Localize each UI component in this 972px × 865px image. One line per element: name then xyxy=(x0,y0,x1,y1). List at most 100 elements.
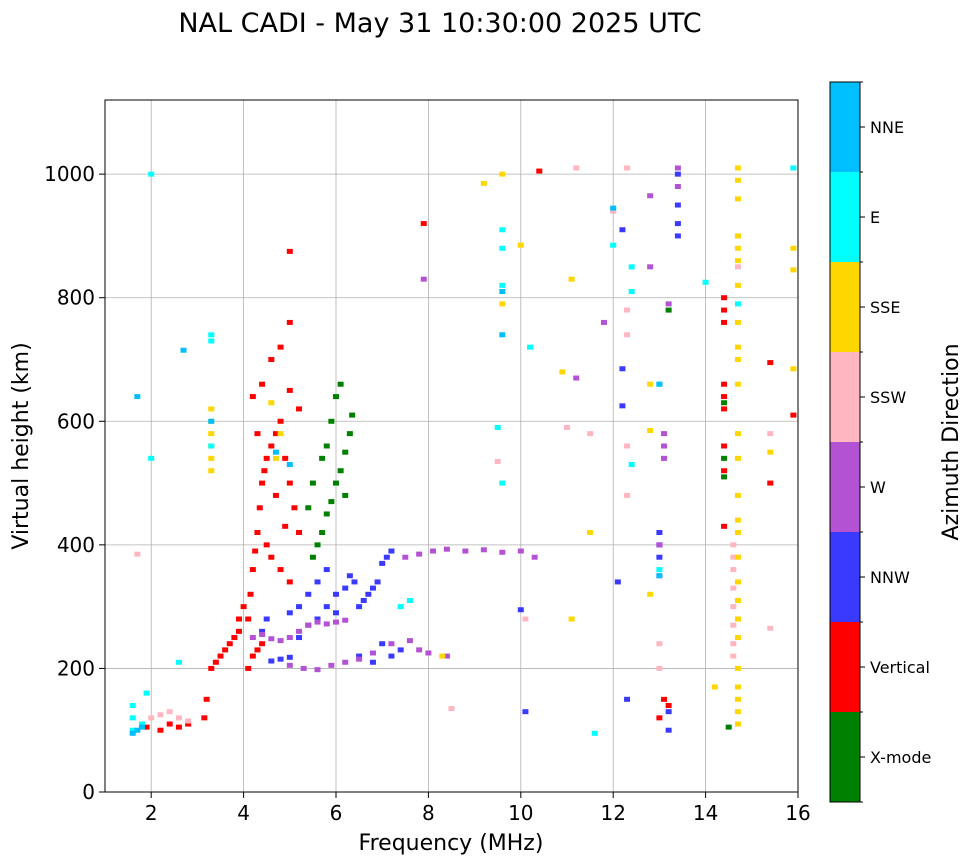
data-point-sse xyxy=(517,242,524,248)
data-point-nnw xyxy=(286,654,293,660)
x-tick-label: 2 xyxy=(145,801,158,825)
data-point-sse xyxy=(499,301,506,307)
data-point-nne xyxy=(208,418,215,424)
data-point-w xyxy=(406,638,413,644)
colorbar-segment xyxy=(830,442,860,532)
data-point-w xyxy=(600,319,607,325)
data-point-sse xyxy=(647,428,654,434)
y-tick-label: 600 xyxy=(57,409,95,433)
data-point-nnw xyxy=(383,554,390,560)
data-point-nnw xyxy=(369,585,376,591)
data-point-vertical xyxy=(212,659,219,665)
data-point-w xyxy=(647,193,654,199)
data-point-vertical xyxy=(296,406,303,412)
data-point-vertical xyxy=(721,523,728,529)
data-point-nne xyxy=(656,381,663,387)
data-point-vertical xyxy=(249,394,256,400)
data-point-nnw xyxy=(333,610,339,616)
data-point-nnw xyxy=(314,616,321,622)
data-point-w xyxy=(259,631,266,637)
data-point-ssw xyxy=(734,264,741,270)
data-point-sse xyxy=(559,369,566,375)
data-point-sse xyxy=(439,653,446,659)
data-point-ssw xyxy=(730,542,737,548)
data-point-ssw xyxy=(730,641,737,647)
data-point-vertical xyxy=(245,616,252,622)
data-point-w xyxy=(249,635,256,641)
data-point-nnw xyxy=(268,658,275,664)
data-point-ssw xyxy=(624,332,631,338)
data-point-w xyxy=(661,431,668,437)
data-point-w xyxy=(268,636,275,642)
data-point-vertical xyxy=(286,248,293,254)
data-point-x-mode xyxy=(342,449,349,455)
data-point-vertical xyxy=(291,505,298,511)
colorbar-segment xyxy=(830,622,860,712)
data-point-x-mode xyxy=(725,724,732,730)
x-tick-label: 12 xyxy=(600,801,625,825)
data-point-vertical xyxy=(282,455,289,461)
data-point-vertical xyxy=(721,468,728,474)
data-point-vertical xyxy=(665,703,672,708)
x-tick-label: 10 xyxy=(508,801,533,825)
data-point-vertical xyxy=(656,715,663,721)
data-point-w xyxy=(369,650,376,656)
data-point-vertical xyxy=(268,357,275,362)
data-point-nnw xyxy=(379,560,386,566)
data-point-vertical xyxy=(261,468,268,474)
x-tick-label: 14 xyxy=(693,801,718,825)
data-point-w xyxy=(333,619,339,625)
data-point-nne xyxy=(499,332,506,338)
data-point-sse xyxy=(734,455,741,461)
data-point-vertical xyxy=(254,647,261,653)
data-point-sse xyxy=(647,591,654,597)
data-point-sse xyxy=(208,431,215,437)
data-point-nne xyxy=(129,730,136,736)
colorbar-tick-label: NNE xyxy=(870,118,904,137)
data-point-vertical xyxy=(721,307,728,313)
data-point-w xyxy=(443,546,450,552)
data-point-e xyxy=(494,424,501,430)
data-point-nnw xyxy=(619,366,626,372)
data-point-nnw xyxy=(305,591,312,597)
data-point-w xyxy=(416,647,423,653)
data-point-ssw xyxy=(624,443,631,449)
data-point-sse xyxy=(208,455,215,461)
data-point-vertical xyxy=(175,724,182,730)
data-point-ssw xyxy=(587,431,594,437)
data-point-e xyxy=(138,721,145,727)
data-point-vertical xyxy=(203,696,210,702)
data-point-ssw xyxy=(522,616,529,622)
data-point-vertical xyxy=(721,406,728,412)
data-point-e xyxy=(406,597,413,603)
colorbar-tick-label: W xyxy=(870,478,886,497)
colorbar-segment xyxy=(830,352,860,442)
data-point-w xyxy=(517,548,524,554)
data-point-vertical xyxy=(231,635,238,641)
data-point-nnw xyxy=(356,653,363,659)
data-point-w xyxy=(443,653,450,659)
data-point-sse xyxy=(277,431,284,437)
data-point-sse xyxy=(734,709,741,715)
data-point-ssw xyxy=(767,431,774,437)
y-tick-label: 200 xyxy=(57,656,95,680)
data-point-sse xyxy=(734,696,741,702)
data-point-x-mode xyxy=(309,554,316,560)
data-point-vertical xyxy=(286,387,293,393)
data-point-sse xyxy=(734,381,741,387)
data-point-ssw xyxy=(730,604,737,610)
colorbar-segment xyxy=(830,172,860,262)
data-point-e xyxy=(129,703,136,708)
data-point-w xyxy=(286,662,293,668)
data-point-nnw xyxy=(674,171,681,177)
data-point-nnw xyxy=(323,604,330,610)
data-point-nnw xyxy=(397,647,404,653)
data-point-x-mode xyxy=(721,400,728,406)
data-point-x-mode xyxy=(346,431,353,437)
x-axis-ticks: 2 4 6 8 10 12 14 16 xyxy=(145,792,811,825)
data-point-vertical xyxy=(157,727,164,733)
colorbar-tick-label: X-mode xyxy=(870,748,931,767)
azimuth-colorbar xyxy=(830,82,860,802)
data-point-vertical xyxy=(721,295,728,301)
data-point-nnw xyxy=(517,607,524,613)
